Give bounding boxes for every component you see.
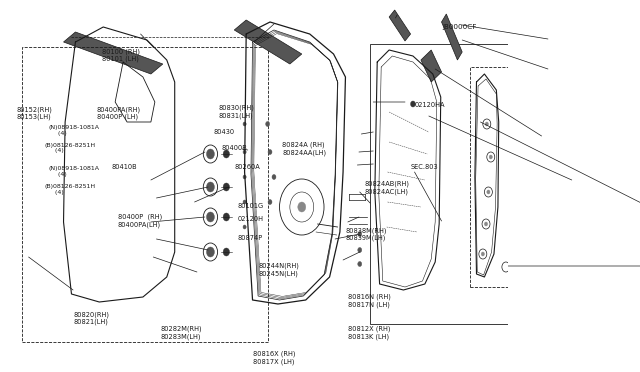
Circle shape xyxy=(411,101,415,107)
Circle shape xyxy=(207,247,214,257)
Polygon shape xyxy=(421,50,442,82)
Circle shape xyxy=(207,182,214,192)
Text: 80410B: 80410B xyxy=(112,164,138,170)
Bar xyxy=(22,47,268,342)
Text: 80812X (RH)
80813K (LH): 80812X (RH) 80813K (LH) xyxy=(348,326,390,340)
Text: J80000CF: J80000CF xyxy=(442,24,477,30)
Circle shape xyxy=(243,122,246,126)
Text: 80824AB(RH)
80824AC(LH): 80824AB(RH) 80824AC(LH) xyxy=(365,181,410,195)
Circle shape xyxy=(243,150,246,154)
Circle shape xyxy=(358,231,362,237)
Circle shape xyxy=(358,262,362,266)
Circle shape xyxy=(481,252,484,256)
Text: 80820(RH)
80821(LH): 80820(RH) 80821(LH) xyxy=(74,311,109,325)
Text: 80830(RH)
80831(LH): 80830(RH) 80831(LH) xyxy=(218,105,255,119)
Text: 80244N(RH)
80245N(LH): 80244N(RH) 80245N(LH) xyxy=(258,263,299,277)
Circle shape xyxy=(485,122,488,126)
Circle shape xyxy=(243,200,246,204)
Polygon shape xyxy=(442,14,462,60)
Circle shape xyxy=(223,248,230,256)
Text: 80152(RH)
80153(LH): 80152(RH) 80153(LH) xyxy=(16,106,52,121)
Text: (B)08126-8251H
     (4): (B)08126-8251H (4) xyxy=(45,142,96,154)
Circle shape xyxy=(243,175,246,179)
Text: 80816X (RH)
80817X (LH): 80816X (RH) 80817X (LH) xyxy=(253,351,295,365)
Circle shape xyxy=(272,174,276,180)
Circle shape xyxy=(484,222,488,226)
Circle shape xyxy=(489,155,492,159)
Circle shape xyxy=(223,150,230,158)
Text: (N)08918-1081A
     (4): (N)08918-1081A (4) xyxy=(48,125,99,136)
Bar xyxy=(370,44,520,324)
Text: 80824A (RH)
80824AA(LH): 80824A (RH) 80824AA(LH) xyxy=(282,142,326,156)
Text: 80400P  (RH)
80400PA(LH): 80400P (RH) 80400PA(LH) xyxy=(118,214,162,228)
Text: 80874P: 80874P xyxy=(238,235,263,241)
Circle shape xyxy=(207,212,214,222)
Text: 02120H: 02120H xyxy=(238,217,264,222)
Polygon shape xyxy=(63,32,163,74)
Circle shape xyxy=(223,213,230,221)
Circle shape xyxy=(298,202,306,212)
Text: 80101G: 80101G xyxy=(238,203,264,209)
Text: 80100 (RH)
80101 (LH): 80100 (RH) 80101 (LH) xyxy=(102,48,140,62)
Circle shape xyxy=(358,247,362,253)
Polygon shape xyxy=(234,20,302,64)
Bar xyxy=(470,67,510,287)
Text: 02120HA: 02120HA xyxy=(414,102,445,108)
Text: 80400PA(RH)
80400P (LH): 80400PA(RH) 80400P (LH) xyxy=(97,106,141,121)
Text: 80400B: 80400B xyxy=(221,145,247,151)
Circle shape xyxy=(487,190,490,194)
Circle shape xyxy=(266,122,269,126)
Text: (B)08126-8251H
     (4): (B)08126-8251H (4) xyxy=(45,184,96,195)
Circle shape xyxy=(223,183,230,191)
Text: SEC.803: SEC.803 xyxy=(410,164,438,170)
Text: 80430: 80430 xyxy=(214,129,235,135)
Text: 80838M(RH)
80839M(LH): 80838M(RH) 80839M(LH) xyxy=(346,227,387,241)
Text: 80282M(RH)
80283M(LH): 80282M(RH) 80283M(LH) xyxy=(160,326,202,340)
Circle shape xyxy=(243,225,246,229)
Text: 80260A: 80260A xyxy=(235,164,260,170)
Polygon shape xyxy=(389,10,411,41)
Text: 80816N (RH)
80817N (LH): 80816N (RH) 80817N (LH) xyxy=(348,294,391,308)
Circle shape xyxy=(268,199,272,205)
Text: (N)08918-1081A
     (4): (N)08918-1081A (4) xyxy=(48,166,99,177)
Circle shape xyxy=(207,149,214,159)
Circle shape xyxy=(268,150,272,154)
